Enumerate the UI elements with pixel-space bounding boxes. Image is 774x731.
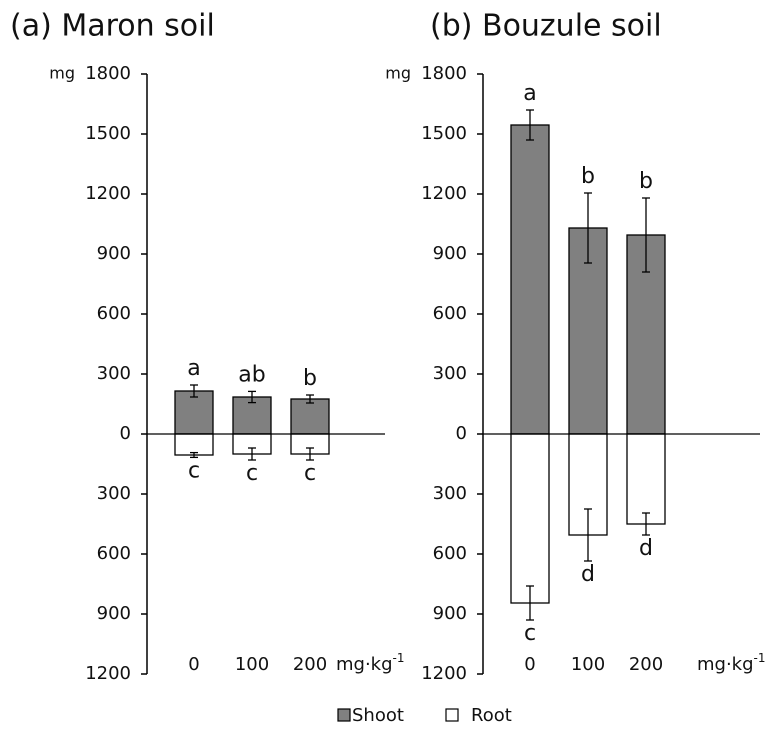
y-axis-label: mg — [49, 64, 75, 83]
error-bar — [642, 197, 650, 273]
y-tick-label: 1200 — [85, 663, 131, 684]
y-axis-label: mg — [385, 64, 411, 83]
error-bar — [190, 384, 198, 398]
error-bar — [306, 447, 314, 461]
y-tick-label: 300 — [97, 363, 131, 384]
x-tick-label: 200 — [293, 654, 327, 675]
y-tick-label: 600 — [433, 543, 467, 564]
legend-label: Root — [471, 705, 512, 726]
panel-title: (a) Maron soil — [10, 9, 215, 44]
y-tick-label: 600 — [97, 543, 131, 564]
x-tick-label: 0 — [524, 654, 535, 675]
error-bar — [642, 512, 650, 536]
error-bar — [248, 390, 256, 404]
y-tick-label: 300 — [433, 483, 467, 504]
y-tick-label: 1200 — [421, 663, 467, 684]
bar — [174, 390, 214, 435]
significance-letter: b — [581, 164, 595, 189]
y-tick-label: 900 — [97, 243, 131, 264]
x-axis-unit-sup: -1 — [393, 651, 405, 665]
y-tick-label: 300 — [433, 363, 467, 384]
x-axis-unit-sup: -1 — [754, 651, 766, 665]
significance-letter: b — [639, 169, 653, 194]
y-tick-label: 1800 — [421, 63, 467, 84]
y-tick-label: 600 — [433, 303, 467, 324]
bar — [510, 124, 550, 435]
significance-letter: d — [639, 536, 653, 561]
panel-title: (b) Bouzule soil — [430, 9, 662, 44]
x-axis-label: mg·kg-1 — [336, 651, 405, 676]
legend-label: Shoot — [352, 705, 404, 726]
legend-swatch — [337, 708, 351, 722]
error-bar — [190, 451, 198, 459]
significance-letter: a — [187, 356, 200, 381]
bar — [510, 433, 550, 604]
bar — [626, 433, 666, 525]
y-tick-label: 1200 — [85, 183, 131, 204]
x-axis-unit: mg·kg — [336, 654, 393, 675]
error-bar — [526, 585, 534, 621]
y-tick-label: 1500 — [421, 123, 467, 144]
error-bar — [526, 109, 534, 141]
y-tick-label: 1800 — [85, 63, 131, 84]
y-tick-label: 900 — [433, 243, 467, 264]
bar — [174, 433, 214, 456]
y-tick-label: 600 — [97, 303, 131, 324]
error-bar — [584, 192, 592, 264]
significance-letter: a — [523, 81, 536, 106]
x-axis-label: mg·kg-1 — [697, 651, 766, 676]
y-tick-label: 1200 — [421, 183, 467, 204]
error-bar — [584, 508, 592, 562]
bar — [290, 398, 330, 435]
significance-letter: c — [246, 461, 258, 486]
significance-letter: b — [303, 366, 317, 391]
y-tick-label: 1500 — [85, 123, 131, 144]
significance-letter: ab — [238, 362, 265, 387]
y-tick-label: 300 — [97, 483, 131, 504]
significance-letter: d — [581, 562, 595, 587]
error-bar — [306, 394, 314, 404]
x-axis-unit: mg·kg — [697, 654, 754, 675]
x-tick-label: 0 — [188, 654, 199, 675]
x-tick-label: 200 — [629, 654, 663, 675]
y-tick-label: 900 — [97, 603, 131, 624]
legend-swatch — [445, 708, 459, 722]
y-tick-label: 0 — [120, 423, 131, 444]
error-bar — [248, 447, 256, 461]
y-tick-label: 0 — [456, 423, 467, 444]
y-tick-label: 900 — [433, 603, 467, 624]
x-tick-label: 100 — [235, 654, 269, 675]
x-tick-label: 100 — [571, 654, 605, 675]
significance-letter: c — [188, 458, 200, 483]
significance-letter: c — [524, 621, 536, 646]
significance-letter: c — [304, 461, 316, 486]
